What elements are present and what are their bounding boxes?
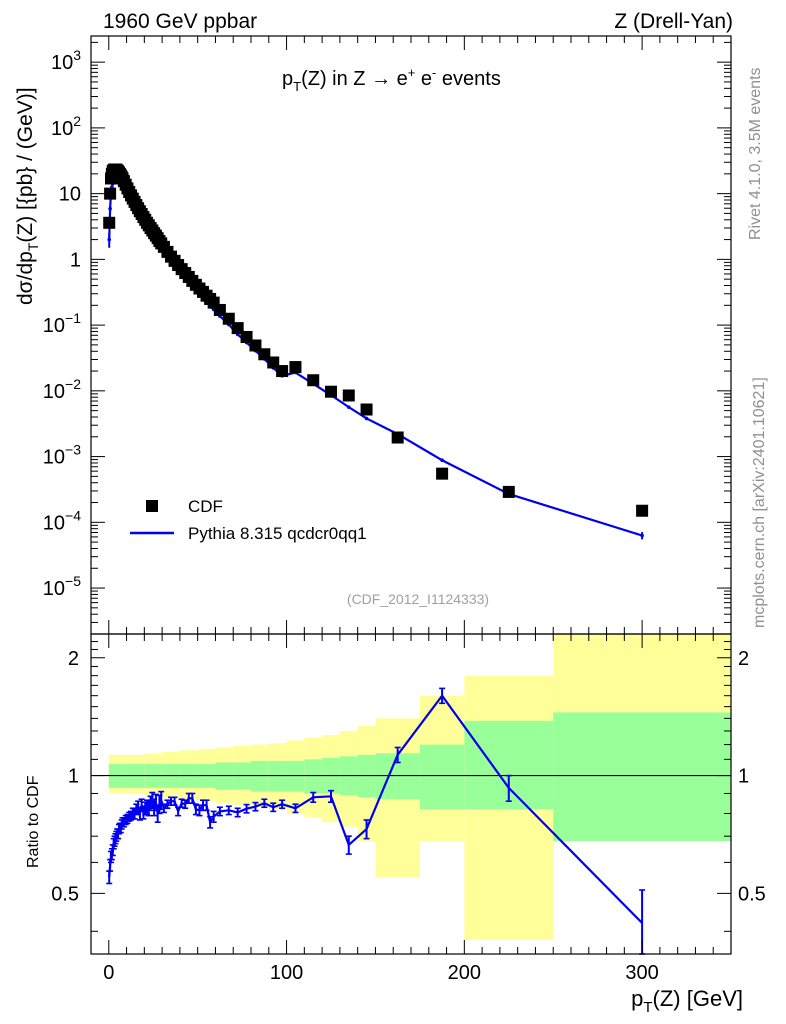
cdf-data-point <box>289 361 302 374</box>
cdf-data-point <box>342 389 355 402</box>
y-tick-label: 10 <box>59 184 81 206</box>
band-inner-bin <box>286 760 305 792</box>
y-tick-label: 10−4 <box>43 507 81 534</box>
legend-marker-cdf <box>146 500 158 512</box>
main-plot <box>103 163 649 540</box>
cdf-data-point <box>104 187 117 200</box>
x-axis-label: pT(Z) [GeV] <box>631 986 743 1016</box>
plot-title: pT(Z) in Z → e+ e- events <box>282 65 501 94</box>
x-tick-label: 0 <box>103 962 114 984</box>
header-left: 1960 GeV ppbar <box>103 10 257 33</box>
ratio-y-tick-label-right: 1 <box>738 766 749 788</box>
x-tick-label: 200 <box>448 962 481 984</box>
mcplots-label: mcplots.cern.ch [arXiv:2401.10621] <box>751 377 768 628</box>
legend-label-cdf: CDF <box>188 497 223 516</box>
legend-label-pythia: Pythia 8.315 qcdcr0qq1 <box>188 524 367 543</box>
band-inner-bin <box>268 760 287 792</box>
ratio-y-axis-label: Ratio to CDF <box>25 775 42 868</box>
x-tick-label: 300 <box>625 962 658 984</box>
band-inner-bin <box>304 759 323 794</box>
mc-series-line <box>108 178 643 537</box>
mc-point <box>346 405 351 409</box>
cdf-data-point <box>502 485 515 498</box>
y-tick-label: 1 <box>70 249 81 271</box>
cdf-data-point <box>276 365 289 378</box>
ratio-y-tick-label: 0.5 <box>51 883 79 905</box>
y-tick-label: 10−3 <box>43 442 81 469</box>
cdf-data-point <box>103 216 116 229</box>
ratio-y-tick-label: 2 <box>68 648 79 670</box>
cdf-data-point <box>636 504 649 517</box>
ratio-y-tick-label-right: 2 <box>738 648 749 670</box>
y-axis-label: dσ/dpT(Z) [{pb} / (GeV)] <box>14 87 41 305</box>
mc-point <box>440 458 444 463</box>
cdf-data-point <box>325 385 337 398</box>
mc-point <box>640 533 644 538</box>
y-tick-label: 10−5 <box>43 573 81 600</box>
band-inner-bin <box>251 760 269 792</box>
band-inner-bin <box>419 744 465 810</box>
main-plot-frame <box>90 35 732 635</box>
cdf-data-point <box>391 431 404 444</box>
rivet-label: Rivet 4.1.0, 3.5M events <box>747 67 764 240</box>
mc-point <box>108 206 112 211</box>
ratio-y-tick-label: 1 <box>68 766 79 788</box>
y-tick-label: 103 <box>51 47 81 74</box>
mc-point <box>107 237 112 242</box>
ratio-y-tick-label-right: 0.5 <box>738 883 766 905</box>
y-tick-label: 10−1 <box>43 310 81 337</box>
y-tick-label: 10−2 <box>43 376 81 403</box>
analysis-watermark: (CDF_2012_I1124333) <box>347 591 489 607</box>
x-tick-label: 100 <box>270 962 303 984</box>
header-right: Z (Drell-Yan) <box>614 10 733 33</box>
cdf-data-point <box>436 467 449 480</box>
mc-point <box>364 416 369 421</box>
cdf-data-point <box>307 374 320 387</box>
y-tick-label: 102 <box>51 113 81 140</box>
band-inner-bin <box>553 712 731 842</box>
cdf-data-point <box>360 403 373 416</box>
legend: CDF Pythia 8.315 qcdcr0qq1 <box>130 497 367 543</box>
ratio-plot <box>91 634 731 955</box>
cdf-data-point <box>222 312 235 325</box>
